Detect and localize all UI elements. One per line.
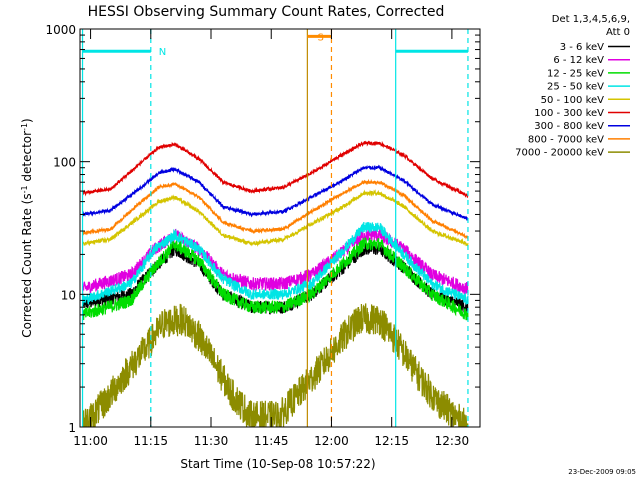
- legend-label-12-25-kev: 12 - 25 keV: [547, 68, 604, 79]
- series-line-7000-20000-kev: [81, 303, 469, 427]
- y-axis-label: Corrected Count Rate (s-1 detector-1): [20, 118, 35, 337]
- legend: Det 1,3,4,5,6,9, Att 0 3 - 6 keV 6 - 12 k…: [515, 14, 630, 159]
- footer-timestamp: 23-Dec-2009 09:05: [568, 468, 636, 476]
- y-tick-label: 10: [61, 288, 76, 302]
- y-tick-label: 100: [53, 156, 76, 170]
- series-line-12-25-kev: [81, 237, 469, 321]
- x-tick-label: 11:15: [133, 434, 168, 448]
- plot-frame: [79, 28, 481, 428]
- legend-label-6-12-kev: 6 - 12 keV: [553, 55, 604, 66]
- x-axis-label: Start Time (10-Sep-08 10:57:22): [180, 457, 375, 471]
- chart-title: HESSI Observing Summary Count Rates, Cor…: [88, 4, 445, 20]
- y-tick-label: 1000: [45, 23, 76, 37]
- x-tick-label: 11:00: [73, 434, 108, 448]
- y-tick-label: 1: [68, 421, 76, 435]
- y-axis-label-end: ): [20, 118, 34, 123]
- legend-header-line1: Det 1,3,4,5,6,9,: [552, 14, 630, 25]
- x-tick-label: 12:00: [314, 434, 349, 448]
- flag-label-s-1: S: [317, 32, 323, 43]
- y-axis-label-mid: detector: [20, 131, 34, 186]
- legend-label-7000-20000-kev: 7000 - 20000 keV: [515, 148, 604, 159]
- x-tick-label: 11:30: [194, 434, 229, 448]
- y-axis-label-main: Corrected Count Rate (s: [20, 193, 34, 337]
- legend-header-line2: Att 0: [606, 27, 630, 38]
- x-tick-label: 11:45: [254, 434, 289, 448]
- series-line-25-50-kev: [81, 222, 469, 305]
- legend-label-3-6-kev: 3 - 6 keV: [560, 42, 604, 53]
- legend-label-50-100-kev: 50 - 100 keV: [541, 95, 605, 106]
- series-layer: [81, 140, 469, 427]
- series-line-300-800-kev: [81, 164, 469, 222]
- series-line-800-7000-kev: [81, 178, 469, 240]
- series-line-100-300-kev: [82, 140, 469, 199]
- flag-label-n-1: N: [159, 47, 166, 58]
- overlay-layer: NS: [81, 29, 469, 427]
- x-tick-label: 12:15: [374, 434, 409, 448]
- legend-label-300-800-kev: 300 - 800 keV: [534, 121, 604, 132]
- legend-label-800-7000-kev: 800 - 7000 keV: [528, 134, 604, 145]
- axis-layer: 11:00 11:15 11:30 11:45 12:00 12:15 12:30 1 10 10…: [45, 23, 480, 448]
- legend-label-25-50-kev: 25 - 50 keV: [547, 82, 604, 93]
- series-line-50-100-kev: [81, 189, 469, 247]
- legend-label-100-300-kev: 100 - 300 keV: [534, 108, 604, 119]
- y-axis-label-sup2: -1: [20, 123, 29, 131]
- x-tick-label: 12:30: [435, 434, 470, 448]
- y-axis-label-sup1: -1: [20, 185, 29, 193]
